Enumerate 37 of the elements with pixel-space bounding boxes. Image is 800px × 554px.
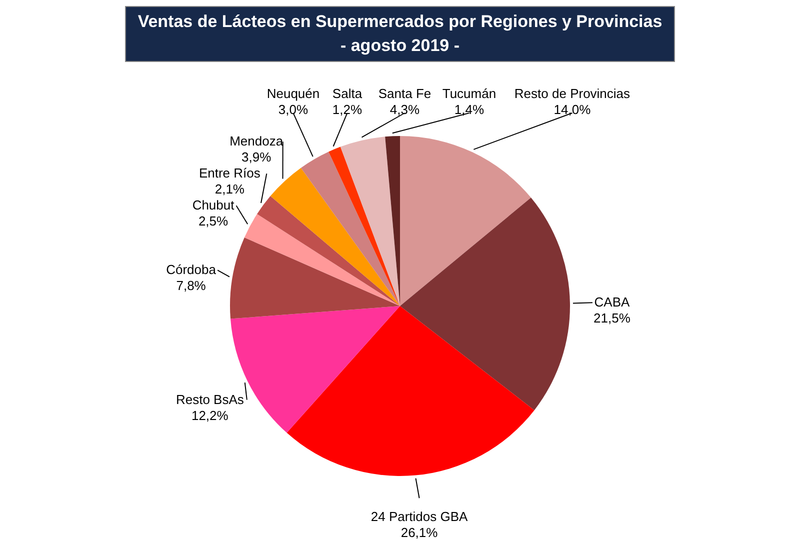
pie-slice (400, 136, 531, 306)
slice-label: Resto BsAs (176, 392, 244, 407)
data-label: 4,3% (390, 102, 420, 117)
slice-label: Córdoba (166, 262, 217, 278)
pie-slice (244, 214, 400, 306)
data-label: 3,0% (278, 102, 308, 117)
chart-title: Ventas de Lácteos en Supermercados por Regiones y Provincias (136, 11, 664, 33)
slice-label: CABA (594, 294, 630, 310)
pie-slice (385, 136, 400, 306)
slice-label: Entre Ríos (198, 166, 261, 181)
slice-label: Salta (332, 86, 363, 101)
pie-slice (340, 136, 400, 306)
slice-label: Santa Fe (378, 86, 432, 101)
pie-slice (270, 168, 400, 306)
slice-label: Mendoza (230, 134, 284, 149)
pie-slice (286, 306, 534, 476)
data-label: 1,4% (454, 102, 484, 117)
data-label: 2,1% (214, 182, 245, 197)
slice-label: Chubut (192, 198, 235, 213)
pie-slice (328, 146, 400, 306)
slice-label: 24 Partidos GBA (370, 509, 468, 524)
slice-label: Resto de Provincias (514, 86, 631, 101)
pie-slice (400, 198, 570, 410)
data-label: 14,0% (554, 102, 592, 117)
pie-slice (230, 238, 400, 319)
data-label: 7,8% (176, 278, 206, 294)
chart-subtitle: - agosto 2019 - (339, 35, 461, 57)
slice-label: Tucumán (442, 86, 496, 101)
slice-label: Neuquén (266, 86, 320, 101)
data-label: 26,1% (400, 525, 438, 540)
pie-slice (257, 196, 400, 306)
data-label: 21,5% (594, 310, 631, 326)
pie-slice (300, 152, 400, 306)
data-label: 2,5% (198, 214, 229, 229)
data-label: 12,2% (191, 408, 229, 423)
data-label: 3,9% (242, 150, 272, 165)
data-label: 1,2% (332, 102, 362, 117)
